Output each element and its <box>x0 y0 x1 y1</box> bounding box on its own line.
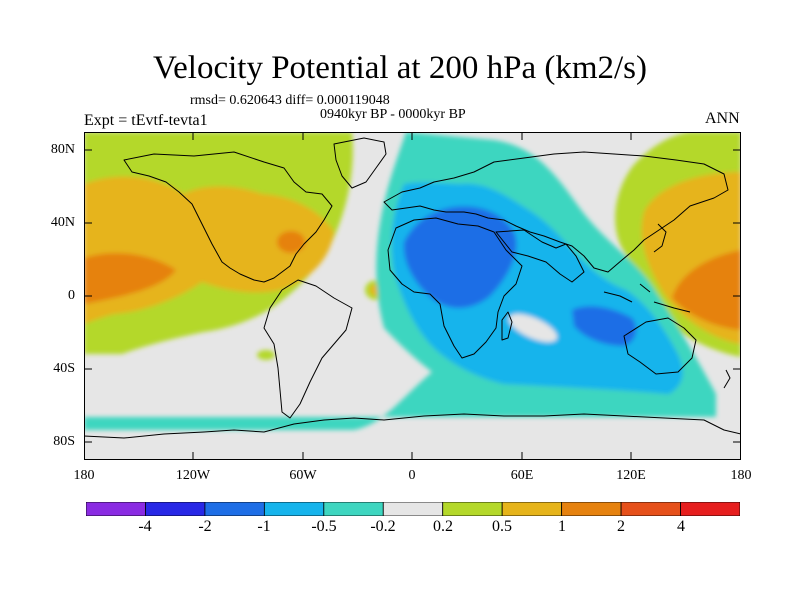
colorbar-box <box>442 502 503 516</box>
colorbar-label: 2 <box>617 518 625 535</box>
colorbar-label: 4 <box>677 518 685 535</box>
experiment-label: Expt = tEvtf-tevta1 <box>84 112 208 129</box>
colorbar-label: 0.5 <box>492 518 512 535</box>
colorbar-box <box>145 502 206 516</box>
colorbar-box <box>561 502 622 516</box>
colorbar-label: -4 <box>138 518 152 535</box>
colorbar <box>86 502 740 516</box>
lon-label-0: 0 <box>408 468 416 483</box>
coast-australia <box>623 317 697 375</box>
coast-antarctica <box>84 413 741 439</box>
colorbar-box <box>263 502 325 516</box>
lon-label-120e: 120E <box>616 468 646 483</box>
season-label: ANN <box>705 110 740 127</box>
lon-label-60w: 60W <box>289 468 317 483</box>
colorbar-box <box>620 502 681 516</box>
colorbar-label: -1 <box>257 518 271 535</box>
pos-1-east <box>672 250 741 330</box>
colorbar-box <box>204 502 265 516</box>
lat-label-eq: 0 <box>68 288 75 303</box>
contour-fills <box>84 132 741 430</box>
coast-new-zealand <box>723 369 731 389</box>
colorbar-box <box>680 502 740 516</box>
lon-label-180w: 180 <box>73 468 95 483</box>
colorbar-box <box>86 502 146 516</box>
coast-arabia-india <box>495 229 585 283</box>
coast-north-america <box>123 151 333 283</box>
figure-title: Velocity Potential at 200 hPa (km2/s) <box>152 50 648 86</box>
pos-0.2-small <box>257 350 275 360</box>
coast-madagascar <box>501 311 513 341</box>
colorbar-label: -0.5 <box>311 518 337 535</box>
neg-small-hole <box>508 314 558 342</box>
coastlines <box>84 137 741 439</box>
coast-africa <box>387 217 523 359</box>
colorbar-label: -2 <box>198 518 212 535</box>
lat-label-80n: 80N <box>50 142 75 157</box>
lon-label-180e: 180 <box>730 468 752 483</box>
colorbar-label: -0.2 <box>370 518 396 535</box>
lat-label-40n: 40N <box>50 215 75 230</box>
coast-south-america <box>263 279 353 419</box>
colorbar-label: 1 <box>558 518 566 535</box>
period-line: 0940kyr BP - 0000kyr BP <box>320 107 466 122</box>
coast-greenland <box>333 137 387 189</box>
map-ticks <box>84 132 741 460</box>
coast-japan <box>653 223 667 253</box>
map-plot <box>84 132 741 460</box>
lat-label-40s: 40S <box>53 361 75 376</box>
colorbar-box <box>382 502 444 516</box>
stats-line: rmsd= 0.620643 diff= 0.000119048 <box>190 93 390 108</box>
neg-1-indian <box>572 306 637 346</box>
coast-maritime <box>603 283 691 313</box>
pos-1-atlantic <box>277 231 305 253</box>
colorbar-label: 0.2 <box>433 518 453 535</box>
neg-1-africa <box>403 206 517 308</box>
coast-eurasia <box>383 151 729 273</box>
colorbar-box <box>501 502 563 516</box>
lon-label-120w: 120W <box>175 468 211 483</box>
lat-label-80s: 80S <box>53 434 75 449</box>
pos-1-west <box>84 253 176 304</box>
colorbar-box <box>323 502 384 516</box>
lon-label-60e: 60E <box>510 468 534 483</box>
